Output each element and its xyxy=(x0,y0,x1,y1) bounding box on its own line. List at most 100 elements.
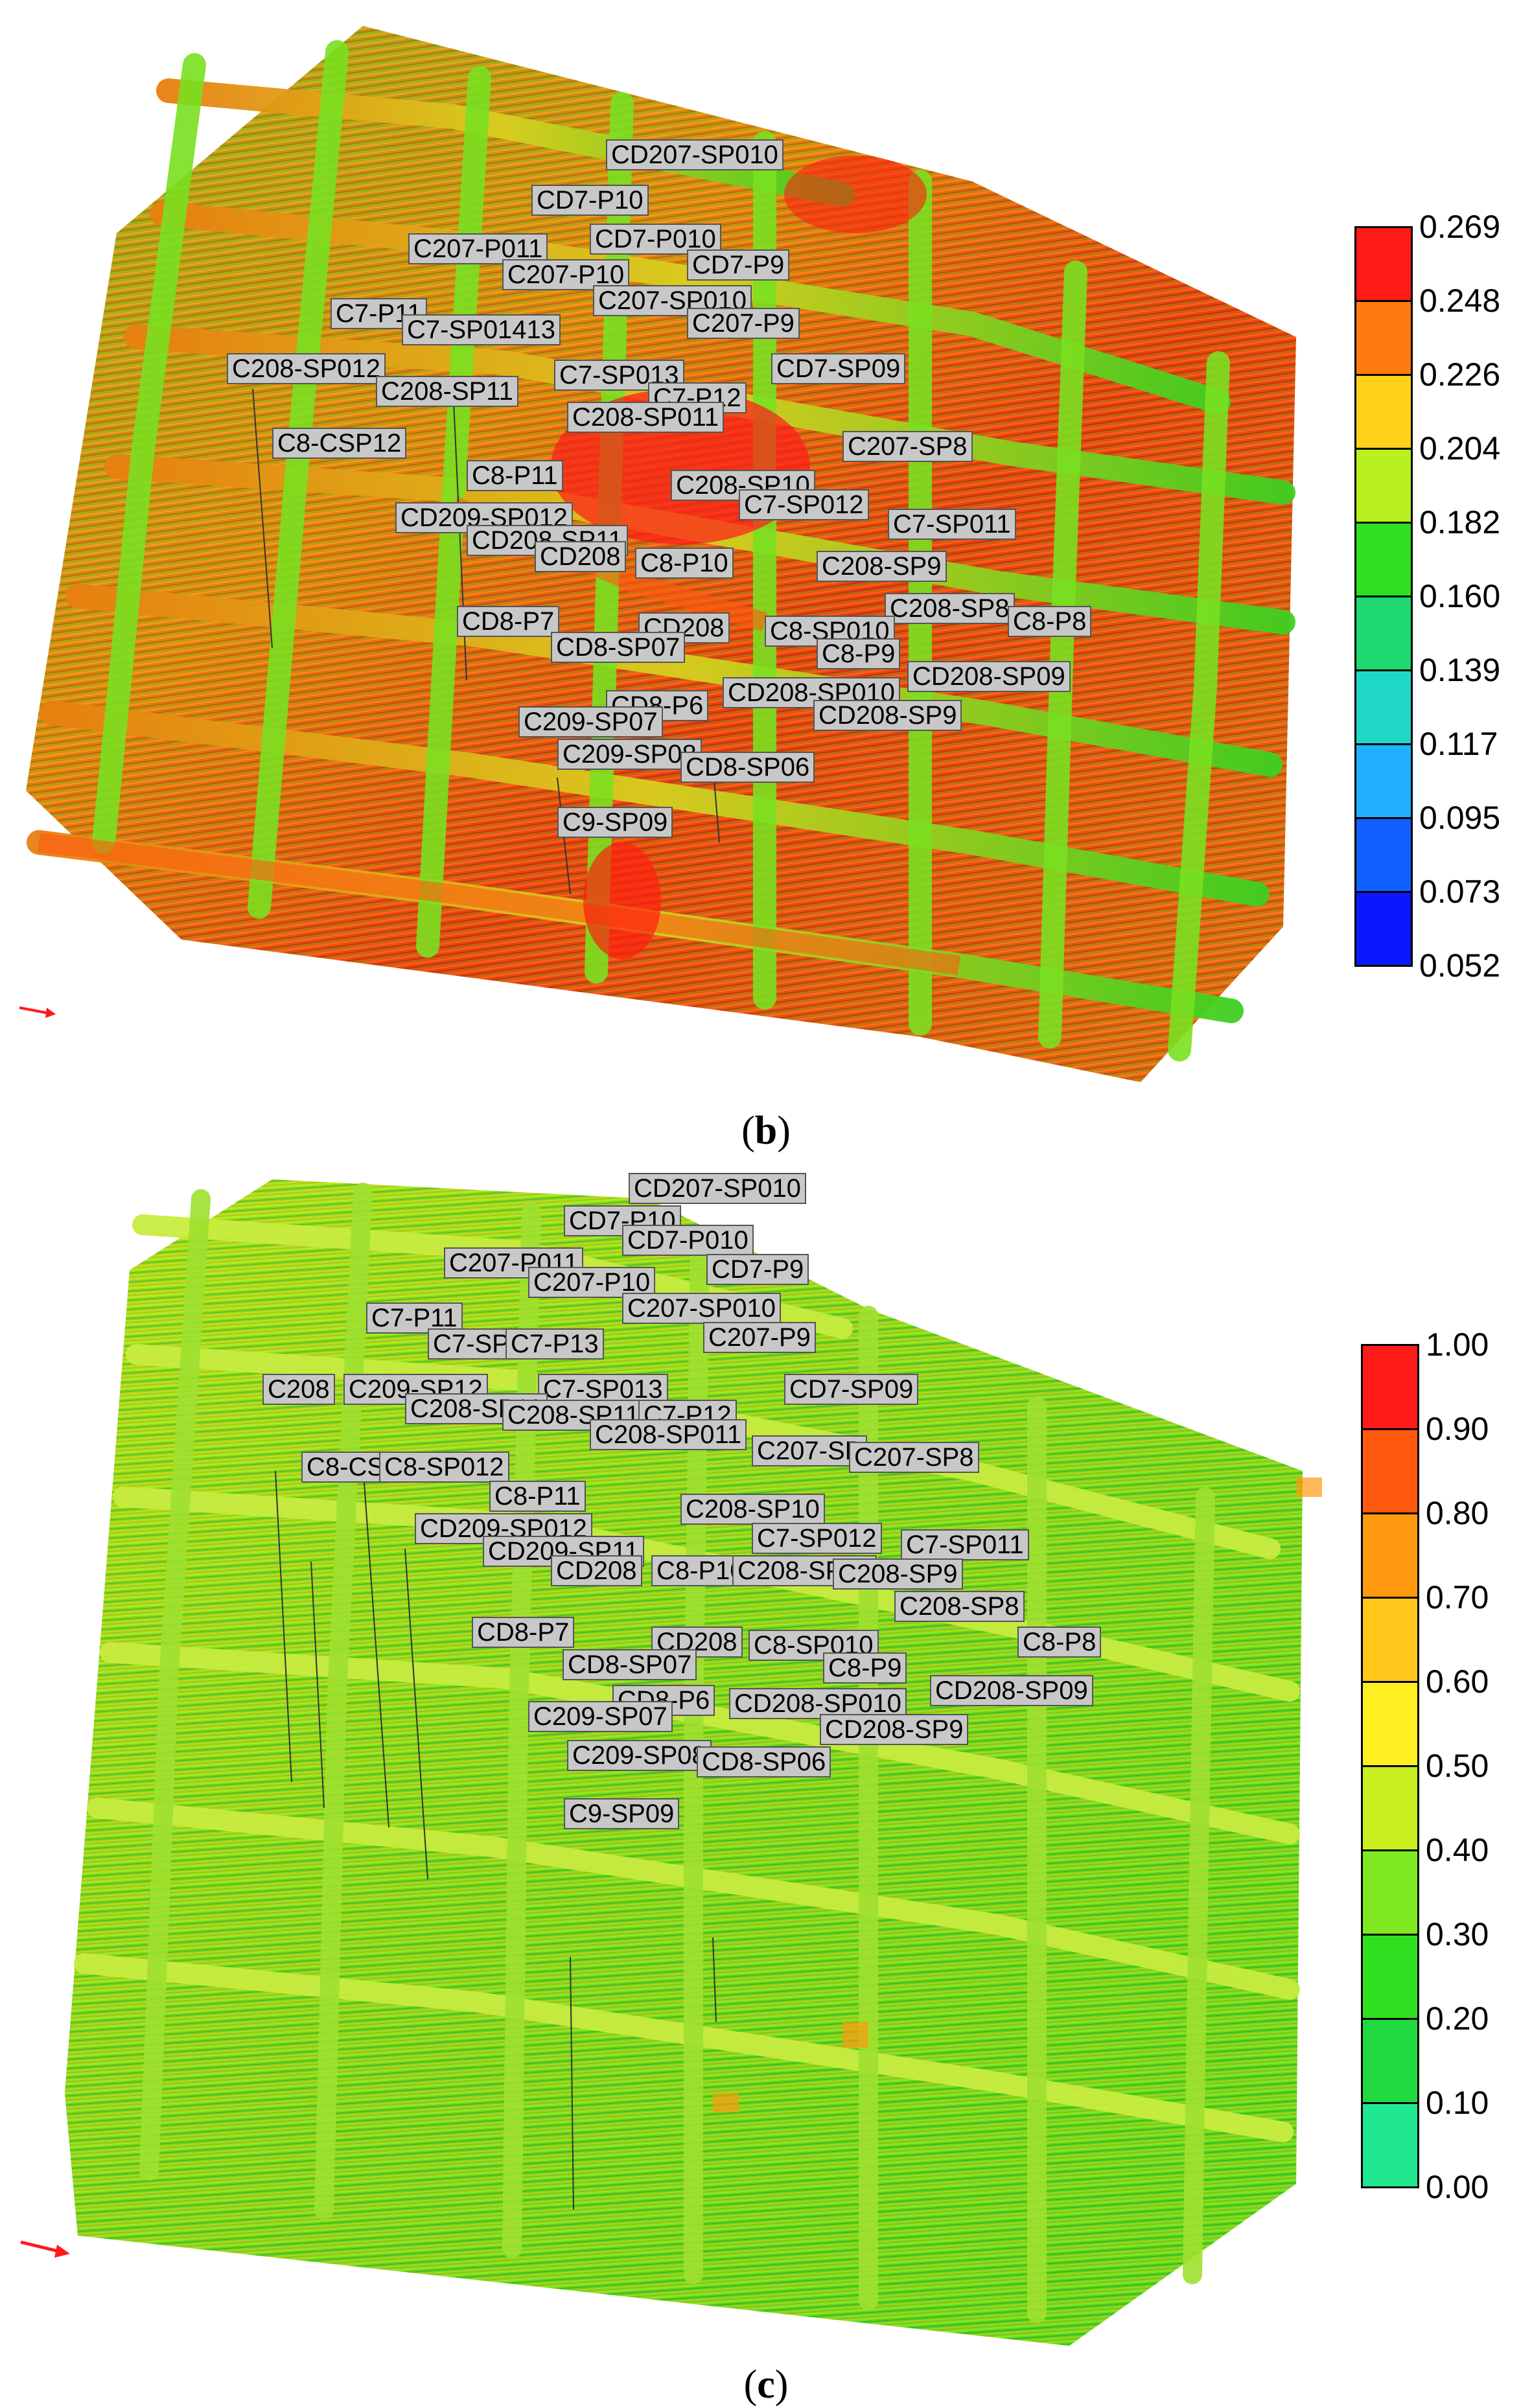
well-label: C207-SP8 xyxy=(842,431,973,462)
scale-swatch xyxy=(1354,301,1413,375)
caption-c-letter: c xyxy=(757,2363,775,2407)
well-label: CD207-SP010 xyxy=(606,139,783,170)
well-label: C207-P9 xyxy=(703,1322,816,1353)
well-label: CD7-SP09 xyxy=(771,353,906,384)
well-label: C8-P10 xyxy=(635,548,734,579)
scale-tick-label: 0.052 xyxy=(1419,947,1501,984)
caption-b: (b) xyxy=(741,1109,791,1153)
scale-swatch xyxy=(1361,2103,1419,2187)
well-label: CD208-SP9 xyxy=(813,700,962,731)
well-label: CD208-SP09 xyxy=(907,661,1071,692)
scale-tick-line xyxy=(1361,1597,1419,1599)
scale-swatch xyxy=(1361,1850,1419,1934)
scale-swatch xyxy=(1354,596,1413,670)
scale-tick-label: 0.40 xyxy=(1426,1832,1489,1868)
scale-swatch xyxy=(1361,1766,1419,1850)
well-label: C208-SP011 xyxy=(590,1419,747,1450)
scale-tick-line xyxy=(1361,2018,1419,2020)
scale-tick-line xyxy=(1361,1681,1419,1683)
scale-tick-label: 0.269 xyxy=(1419,209,1501,245)
scale-tick-line xyxy=(1354,669,1413,671)
well-label: C8-P11 xyxy=(489,1481,586,1512)
scale-tick-label: 0.80 xyxy=(1426,1495,1489,1531)
well-label: C208-SP9 xyxy=(833,1558,963,1590)
scale-tick-line xyxy=(1354,743,1413,745)
panel-c: CD207-SP010 CD7-P10 C207-P011 CD7-P010 C207-… xyxy=(0,1160,1532,2407)
well-label: CD7-P9 xyxy=(706,1254,809,1285)
well-label: C208-SP11 xyxy=(376,376,518,407)
scale-swatch xyxy=(1354,375,1413,448)
well-label: C7-P11 xyxy=(366,1302,463,1334)
scale-swatch xyxy=(1361,1597,1419,1682)
scale-tick-line xyxy=(1354,891,1413,893)
scale-tick-label: 0.50 xyxy=(1426,1748,1489,1784)
scale-tick-label: 0.117 xyxy=(1419,726,1498,762)
scale-tick-line xyxy=(1361,2102,1419,2104)
well-label: C8-P8 xyxy=(1017,1627,1102,1658)
caption-c: (c) xyxy=(743,2363,789,2407)
well-label: CD7-SP09 xyxy=(784,1374,919,1405)
scale-swatch xyxy=(1354,522,1413,596)
well-label: C7-P11 xyxy=(331,298,427,329)
well-label: C208-SP012 xyxy=(227,353,386,384)
well-label: C208-SP8 xyxy=(894,1591,1025,1622)
scale-swatch xyxy=(1361,2019,1419,2103)
well-label: C7-P13 xyxy=(505,1328,604,1360)
well-label: CD7-P10 xyxy=(531,185,649,216)
scale-swatch xyxy=(1354,818,1413,892)
well-label: C8-P11 xyxy=(467,460,563,491)
scale-tick-line xyxy=(1361,1512,1419,1514)
scale-tick-line xyxy=(1354,374,1413,376)
scale-tick-line xyxy=(1361,1849,1419,1851)
well-label: C207-SP xyxy=(752,1435,868,1466)
well-label: CD208-SP09 xyxy=(930,1675,1093,1706)
well-label: CD8-P7 xyxy=(472,1617,575,1648)
scale-tick-line xyxy=(1354,300,1413,302)
scale-tick-label: 0.182 xyxy=(1419,504,1501,540)
well-label: C8-CSP12 xyxy=(272,428,407,459)
scale-tick-label: 0.160 xyxy=(1419,578,1501,614)
well-label: C208-SP8 xyxy=(885,593,1015,624)
scale-tick-label: 0.90 xyxy=(1426,1411,1489,1447)
scale-tick-line xyxy=(1354,596,1413,597)
scale-swatch xyxy=(1361,1345,1419,1429)
well-label: C8-P9 xyxy=(817,638,901,669)
color-scale-b: 0.269 0.248 0.226 0.204 0.182 0.160 0.139 0.117… xyxy=(1354,209,1529,982)
well-label: C7-SP01413 xyxy=(402,314,561,345)
scale-tick-label: 0.70 xyxy=(1426,1579,1489,1615)
well-label: C207-SP8 xyxy=(849,1442,979,1473)
well-label: C208-SP9 xyxy=(817,551,947,582)
well-label: C209-SP08 xyxy=(557,739,702,770)
well-label: C7-SP012 xyxy=(752,1523,882,1554)
direction-arrow-icon-b xyxy=(19,1006,56,1018)
well-label: C209-SP08 xyxy=(567,1740,712,1771)
panel-b: CD207-SP010 CD7-P10 C207-P011 CD7-P010 CD7-P… xyxy=(0,0,1532,1153)
well-label: CD8-SP07 xyxy=(551,632,686,663)
direction-arrow-icon-c xyxy=(20,2240,70,2258)
color-scale-c: 1.00 0.90 0.80 0.70 0.60 0.50 0.40 0.30 0.20 0.10… xyxy=(1361,1328,1532,2203)
scale-swatch xyxy=(1354,892,1413,966)
well-label: CD208 xyxy=(551,1555,642,1586)
well-label: C8-P8 xyxy=(1008,606,1092,637)
scale-tick-label: 0.248 xyxy=(1419,283,1501,319)
scale-swatch xyxy=(1361,1682,1419,1766)
scale-tick-line xyxy=(1354,522,1413,524)
scale-tick-line xyxy=(1354,226,1413,228)
scale-tick-label: 0.226 xyxy=(1419,356,1501,393)
well-label: C9-SP09 xyxy=(557,807,673,838)
scale-tick-label: 0.60 xyxy=(1426,1663,1489,1700)
well-label: C207-P10 xyxy=(528,1267,656,1298)
well-label: CD7-P010 xyxy=(622,1225,754,1256)
scale-swatch xyxy=(1354,744,1413,818)
well-label: C208-SP011 xyxy=(567,402,725,433)
scale-tick-label: 0.204 xyxy=(1419,430,1501,467)
well-label: CD8-SP07 xyxy=(563,1649,697,1680)
scale-swatch xyxy=(1361,1513,1419,1597)
well-label: C207-P011 xyxy=(444,1247,584,1279)
scale-tick-line xyxy=(1354,448,1413,450)
well-label: CD207-SP010 xyxy=(629,1173,806,1204)
well-label: CD208 xyxy=(535,541,626,572)
scale-tick-label: 0.20 xyxy=(1426,2000,1489,2037)
well-label: C8-P9 xyxy=(823,1652,907,1684)
well-label: C9-SP09 xyxy=(564,1798,680,1829)
